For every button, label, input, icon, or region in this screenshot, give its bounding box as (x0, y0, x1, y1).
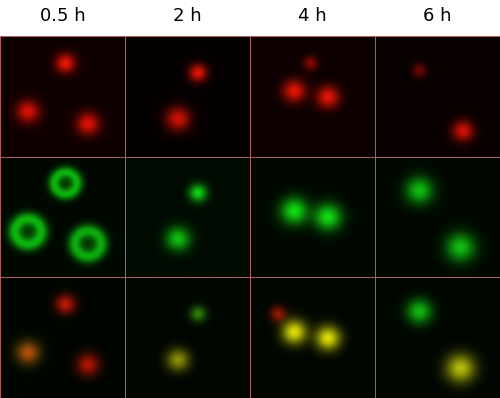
Text: 4 h: 4 h (298, 7, 327, 25)
Text: 6 h: 6 h (423, 7, 452, 25)
Text: 2 h: 2 h (173, 7, 202, 25)
Text: 0.5 h: 0.5 h (40, 7, 86, 25)
